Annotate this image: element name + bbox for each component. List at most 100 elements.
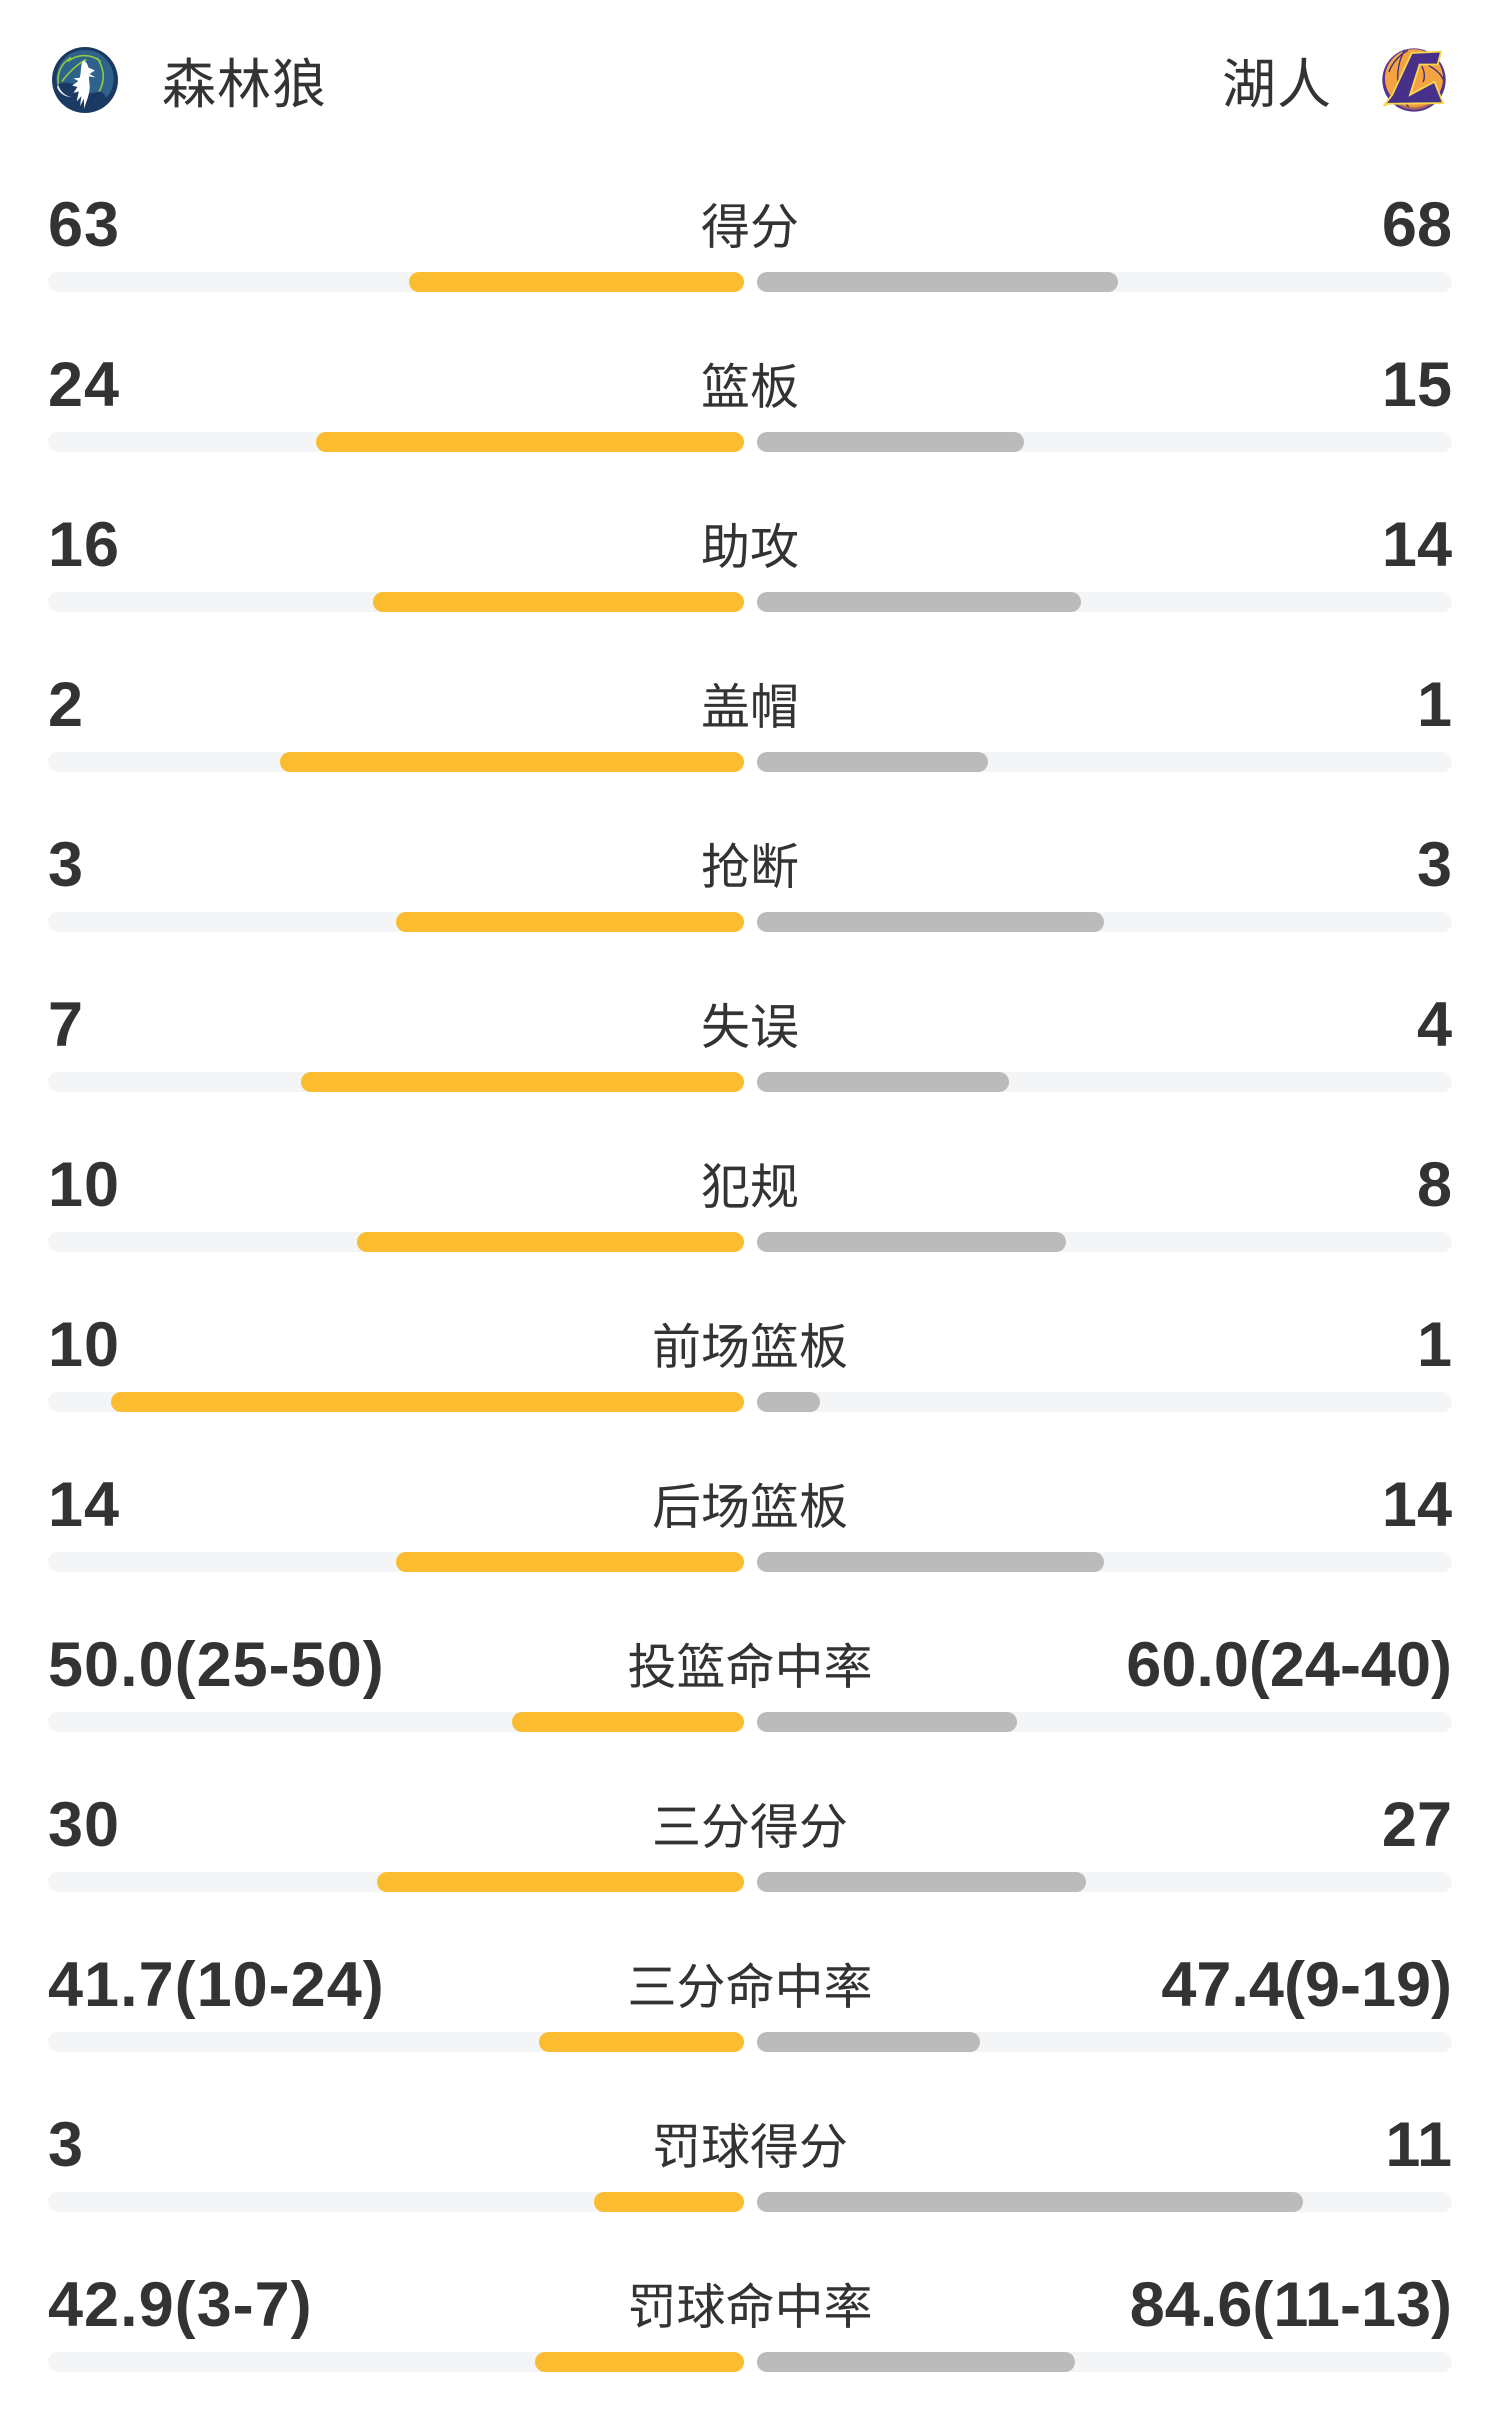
stat-row: 42.9(3-7) 罚球命中率 84.6(11-13) [48,2260,1452,2420]
home-bar-fill [409,272,744,292]
stat-label: 失误 [700,988,800,1059]
home-bar-track [48,1072,744,1092]
stat-bars [48,2352,1452,2372]
away-bar-fill [756,1232,1066,1252]
stat-bars [48,1712,1452,1732]
away-team: 湖人 [1222,47,1447,113]
home-stat-value: 10 [48,1150,121,1220]
stat-row: 50.0(25-50) 投篮命中率 60.0(24-40) [48,1620,1452,1780]
away-bar-track [756,1232,1452,1252]
home-stat-value: 7 [48,990,85,1060]
away-bar-track [756,432,1452,452]
away-bar-fill [756,432,1024,452]
home-bar-track [48,2032,744,2052]
home-bar-fill [279,752,744,772]
home-stat-value: 2 [48,670,85,740]
stat-label: 后场篮板 [651,1468,849,1539]
home-bar-fill [395,1552,744,1572]
stat-row: 30 三分得分 27 [48,1780,1452,1940]
away-bar-fill [756,2032,981,2052]
away-stat-value: 15 [1381,350,1452,420]
away-bar-track [756,752,1452,772]
header: 森林狼 湖人 [0,0,1500,160]
home-stat-value: 14 [48,1470,121,1540]
home-bar-track [48,592,744,612]
stat-bars [48,912,1452,932]
away-bar-track [756,1072,1452,1092]
away-stat-value: 84.6(11-13) [1129,2270,1452,2340]
home-stat-value: 42.9(3-7) [48,2270,313,2340]
home-bar-track [48,272,744,292]
home-stat-value: 41.7(10-24) [48,1950,385,2020]
home-bar-fill [300,1072,744,1092]
home-bar-fill [372,592,744,612]
home-stat-value: 30 [48,1790,121,1860]
stat-label: 助攻 [700,508,800,579]
stat-row: 10 前场篮板 1 [48,1300,1452,1460]
home-stat-value: 10 [48,1310,121,1380]
away-team-name: 湖人 [1222,40,1332,119]
away-bar-track [756,2032,1452,2052]
stat-label: 犯规 [700,1148,800,1219]
home-bar-fill [511,1712,744,1732]
away-bar-track [756,272,1452,292]
stat-bars [48,272,1452,292]
stat-label: 三分命中率 [627,1948,873,2019]
away-stat-value: 1 [1416,670,1452,740]
stat-label: 三分得分 [651,1788,849,1859]
home-stat-value: 16 [48,510,121,580]
home-stat-value: 50.0(25-50) [48,1630,385,1700]
home-bar-fill [111,1392,744,1412]
away-stat-value: 68 [1381,190,1452,260]
stat-label: 罚球得分 [651,2108,849,2179]
away-bar-track [756,912,1452,932]
home-bar-fill [395,912,744,932]
home-bar-track [48,1552,744,1572]
stat-label: 抢断 [700,828,800,899]
away-bar-fill [756,912,1105,932]
away-bar-fill [756,592,1082,612]
stat-label: 篮板 [700,348,800,419]
home-bar-track [48,2192,744,2212]
stat-label: 盖帽 [700,668,800,739]
stat-row: 63 得分 68 [48,180,1452,340]
stat-label: 罚球命中率 [627,2268,873,2339]
away-bar-track [756,1712,1452,1732]
away-bar-track [756,1552,1452,1572]
away-stat-value: 8 [1416,1150,1452,1220]
away-stat-value: 3 [1416,830,1452,900]
home-bar-fill [534,2352,744,2372]
stat-bars [48,2032,1452,2052]
home-bar-track [48,1392,744,1412]
home-bar-track [48,1712,744,1732]
away-stat-value: 14 [1381,1470,1452,1540]
stat-row: 14 后场篮板 14 [48,1460,1452,1620]
away-bar-fill [756,2192,1303,2212]
stat-label: 投篮命中率 [627,1628,873,1699]
stat-bars [48,1872,1452,1892]
away-stat-value: 60.0(24-40) [1126,1630,1452,1700]
away-stat-value: 27 [1381,1790,1452,1860]
stat-label: 得分 [700,188,800,259]
stat-label: 前场篮板 [651,1308,849,1379]
home-bar-fill [357,1232,744,1252]
timberwolves-logo-icon [52,47,118,113]
home-team-name: 森林狼 [162,40,327,119]
home-bar-fill [315,432,744,452]
away-bar-fill [756,752,989,772]
stat-bars [48,2192,1452,2212]
home-bar-track [48,432,744,452]
stat-bars [48,752,1452,772]
stat-row: 7 失误 4 [48,980,1452,1140]
stat-bars [48,1232,1452,1252]
stat-bars [48,432,1452,452]
home-bar-fill [594,2192,744,2212]
home-bar-fill [377,1872,744,1892]
stat-bars [48,1392,1452,1412]
away-bar-fill [756,1872,1086,1892]
stat-bars [48,592,1452,612]
away-bar-track [756,1872,1452,1892]
home-bar-track [48,1872,744,1892]
home-bar-track [48,2352,744,2372]
stats-list: 63 得分 68 24 篮板 15 16 助攻 14 [0,160,1500,2420]
